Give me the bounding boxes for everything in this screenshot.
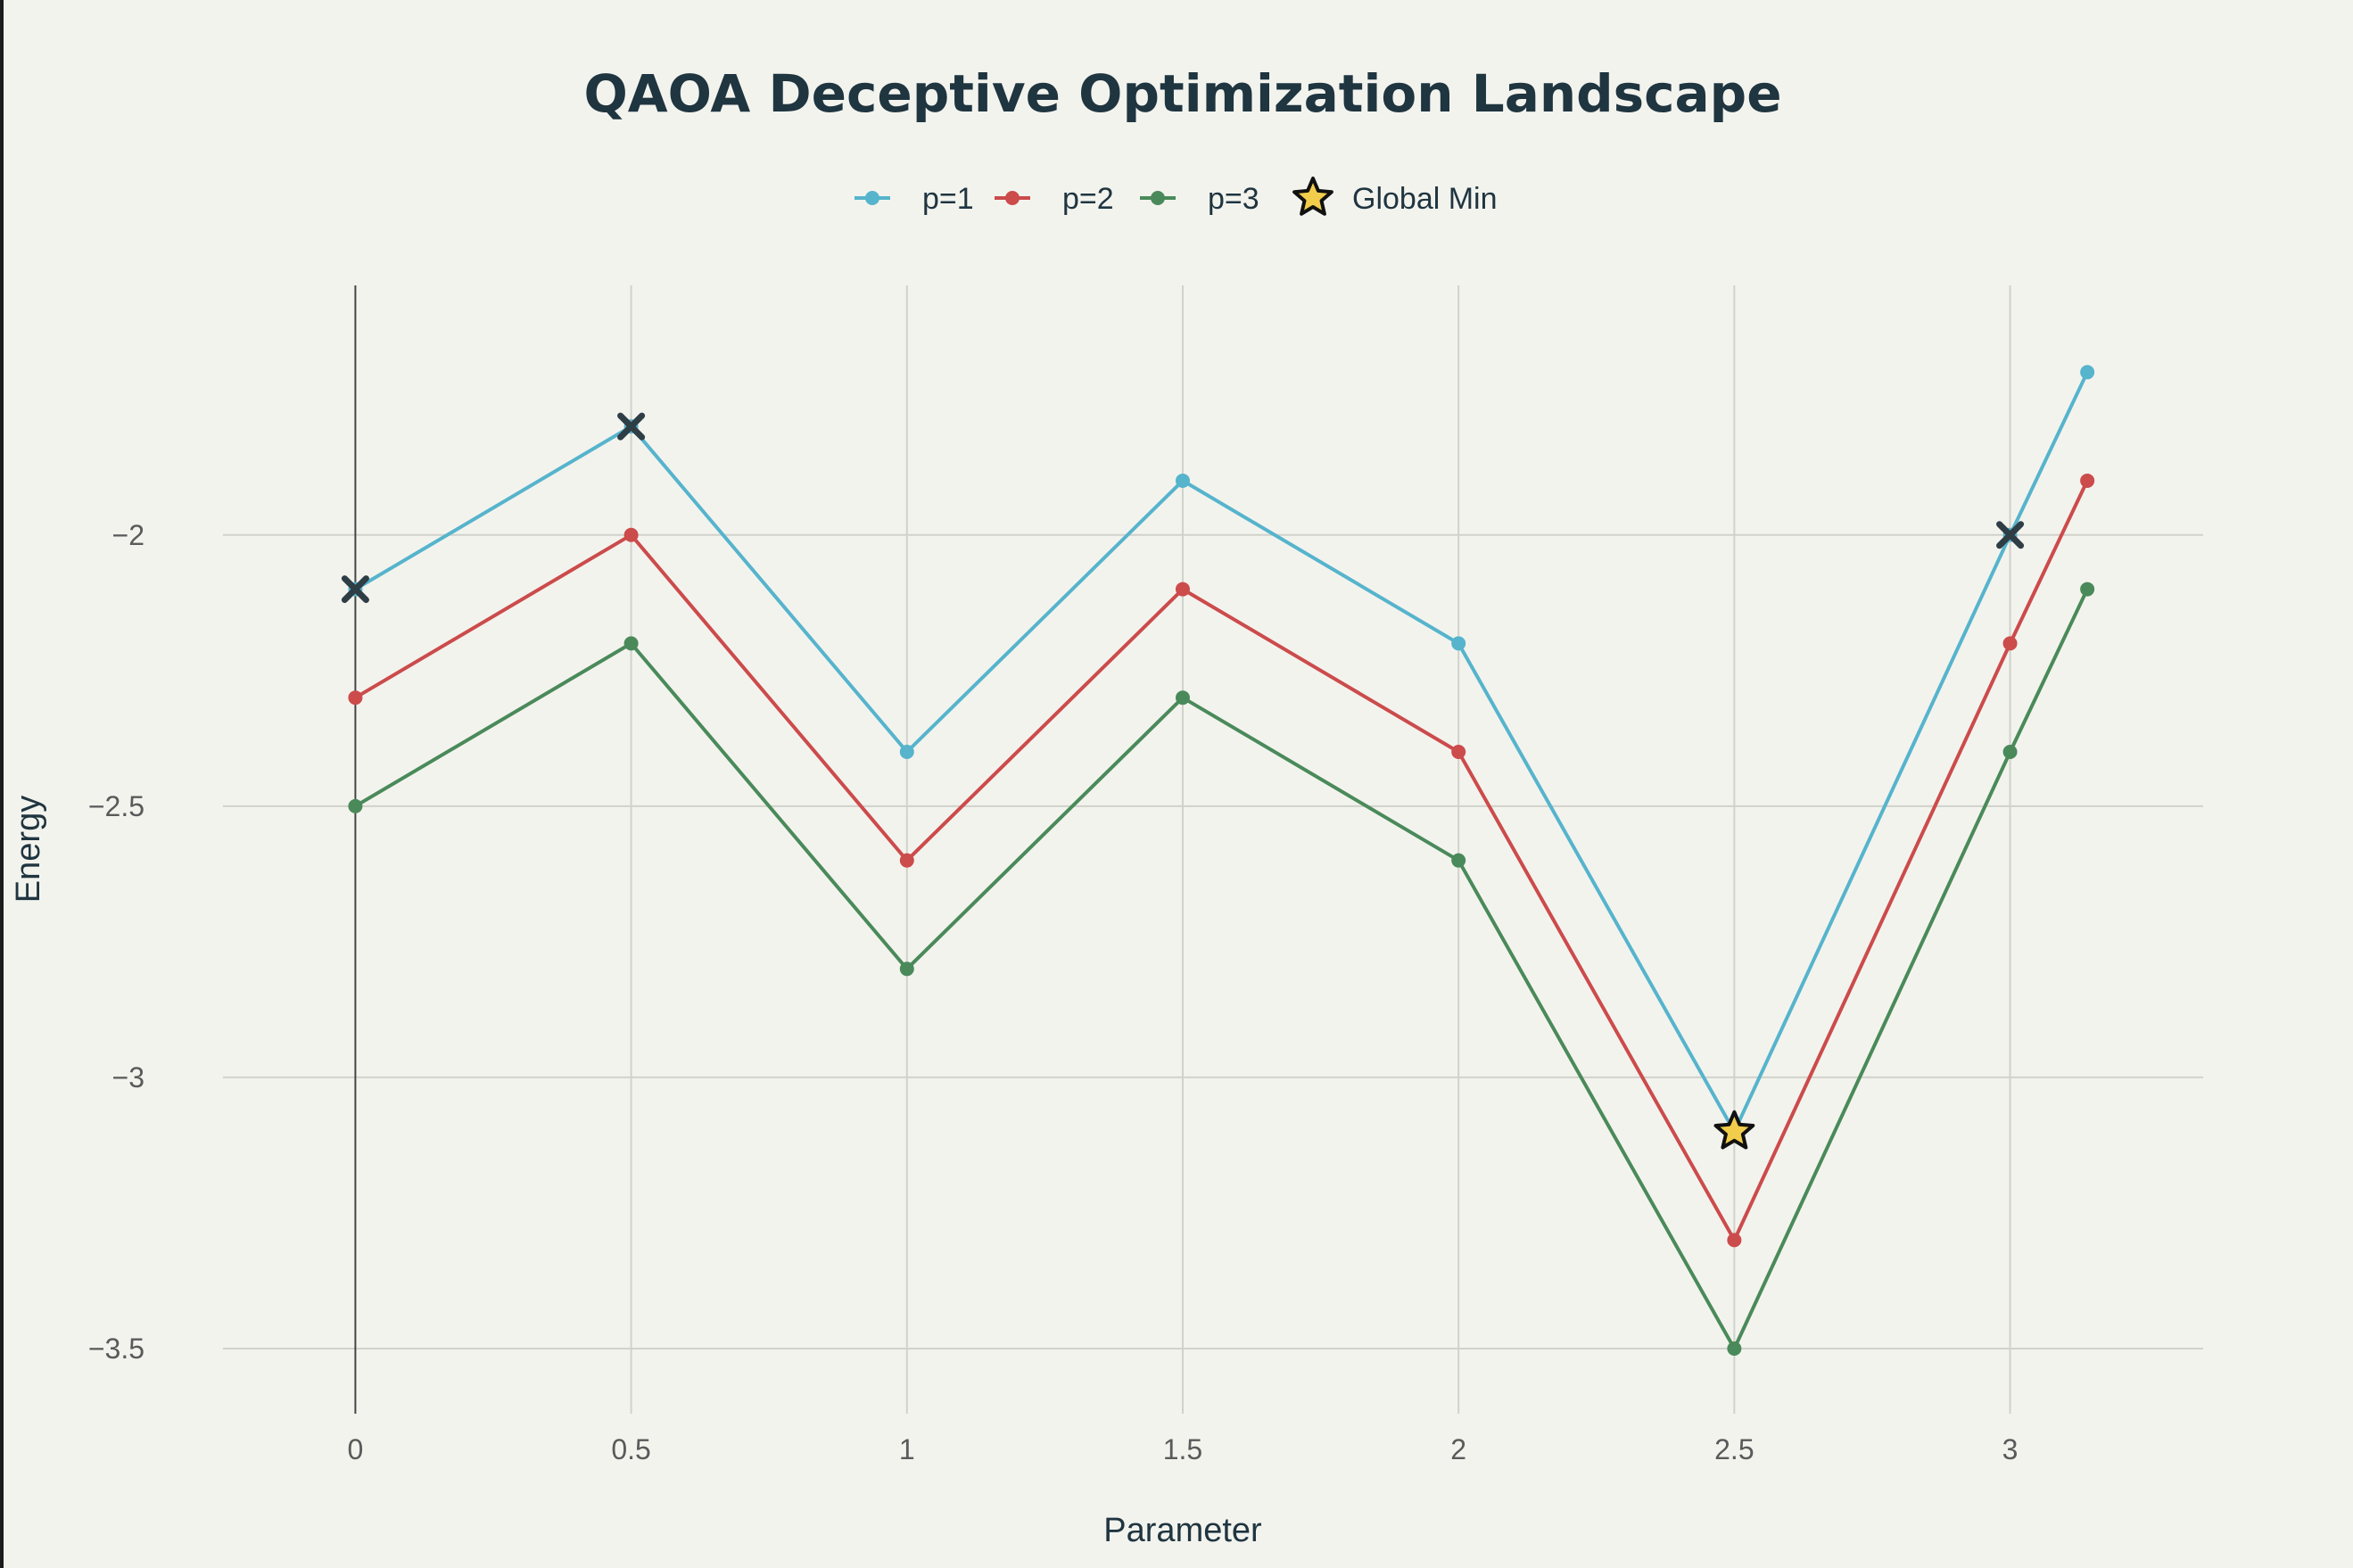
local-marker-2 — [1996, 521, 2025, 549]
x-tick-label-3: 1.5 — [1163, 1433, 1202, 1465]
series-point-p=2-0 — [348, 690, 363, 706]
legend-label-p=3: p=3 — [1208, 182, 1259, 216]
series-point-p=3-2 — [899, 961, 914, 977]
y-tick-label-1: −2.5 — [88, 790, 144, 822]
y-tick-label-0: −2 — [112, 519, 144, 551]
x-tick-label-6: 3 — [2002, 1433, 2019, 1465]
y-tick-label-2: −3 — [112, 1061, 144, 1093]
legend-item-global-min: Global Min — [1292, 177, 1498, 216]
series-group — [348, 365, 2095, 1357]
legend-swatch-star — [1292, 177, 1333, 216]
series-point-p=2-1 — [623, 527, 639, 542]
legend-item-p=1: p=1 — [855, 182, 974, 216]
series-line-p=1 — [354, 371, 2089, 1134]
x-tick-label-4: 2 — [1450, 1433, 1466, 1465]
legend-label-p=1: p=1 — [922, 182, 974, 216]
legend-label-p=2: p=2 — [1062, 182, 1114, 216]
series-point-p=3-6 — [2002, 745, 2018, 760]
series-point-p=3-1 — [623, 636, 639, 651]
x-axis-label: Parameter — [1103, 1512, 1262, 1549]
local-marker-1-stroke-b — [617, 412, 646, 441]
legend-item-p=3: p=3 — [1140, 182, 1259, 216]
marker-group — [341, 412, 2025, 1150]
legend-swatch-dot-p=3 — [1151, 191, 1165, 205]
y-axis-label: Energy — [10, 796, 47, 903]
x-tick-label-2: 1 — [899, 1433, 915, 1465]
series-point-p=1-2 — [899, 745, 914, 760]
chart-title: QAOA Deceptive Optimization Landscape — [583, 63, 1781, 124]
local-marker-0-stroke-b — [341, 575, 369, 604]
series-point-p=2-3 — [1175, 582, 1190, 597]
series-point-p=3-3 — [1175, 690, 1190, 706]
local-marker-2-stroke-b — [1996, 521, 2025, 549]
grid-lines — [223, 285, 2203, 1414]
series-point-p=2-6 — [2002, 636, 2018, 651]
series-line-p=2 — [354, 480, 2089, 1242]
series-point-p=2-7 — [2080, 473, 2095, 488]
local-marker-0 — [341, 575, 369, 604]
series-point-p=3-0 — [348, 798, 363, 813]
x-tick-label-1: 0.5 — [611, 1433, 650, 1465]
legend-item-p=2: p=2 — [995, 182, 1114, 216]
legend: p=1 p=2 p=3 Global Min — [855, 177, 1498, 216]
series-point-p=3-5 — [1727, 1341, 1742, 1357]
x-tick-label-5: 2.5 — [1714, 1433, 1754, 1465]
series-point-p=3-7 — [2080, 582, 2095, 597]
series-point-p=3-4 — [1451, 853, 1466, 868]
series-line-p=3 — [354, 588, 2089, 1350]
series-point-p=2-4 — [1451, 745, 1466, 760]
axes: 0 0.5 1 1.5 2 2.5 3 −2 −2.5 −3 −3.5 — [88, 285, 2019, 1465]
series-point-p=1-7 — [2080, 365, 2095, 380]
left-edge-strip — [0, 0, 4, 1568]
series-point-p=1-3 — [1175, 473, 1190, 488]
local-marker-1 — [617, 412, 646, 441]
series-point-p=1-4 — [1451, 636, 1466, 651]
series-point-p=2-2 — [899, 853, 914, 868]
global-min-star — [1713, 1110, 1755, 1150]
y-tick-label-3: −3.5 — [88, 1333, 144, 1365]
series-point-p=2-5 — [1727, 1233, 1742, 1248]
x-tick-label-0: 0 — [348, 1433, 364, 1465]
legend-swatch-dot-p=1 — [865, 191, 879, 205]
legend-swatch-dot-p=2 — [1005, 191, 1020, 205]
legend-label-global-min: Global Min — [1352, 182, 1498, 216]
